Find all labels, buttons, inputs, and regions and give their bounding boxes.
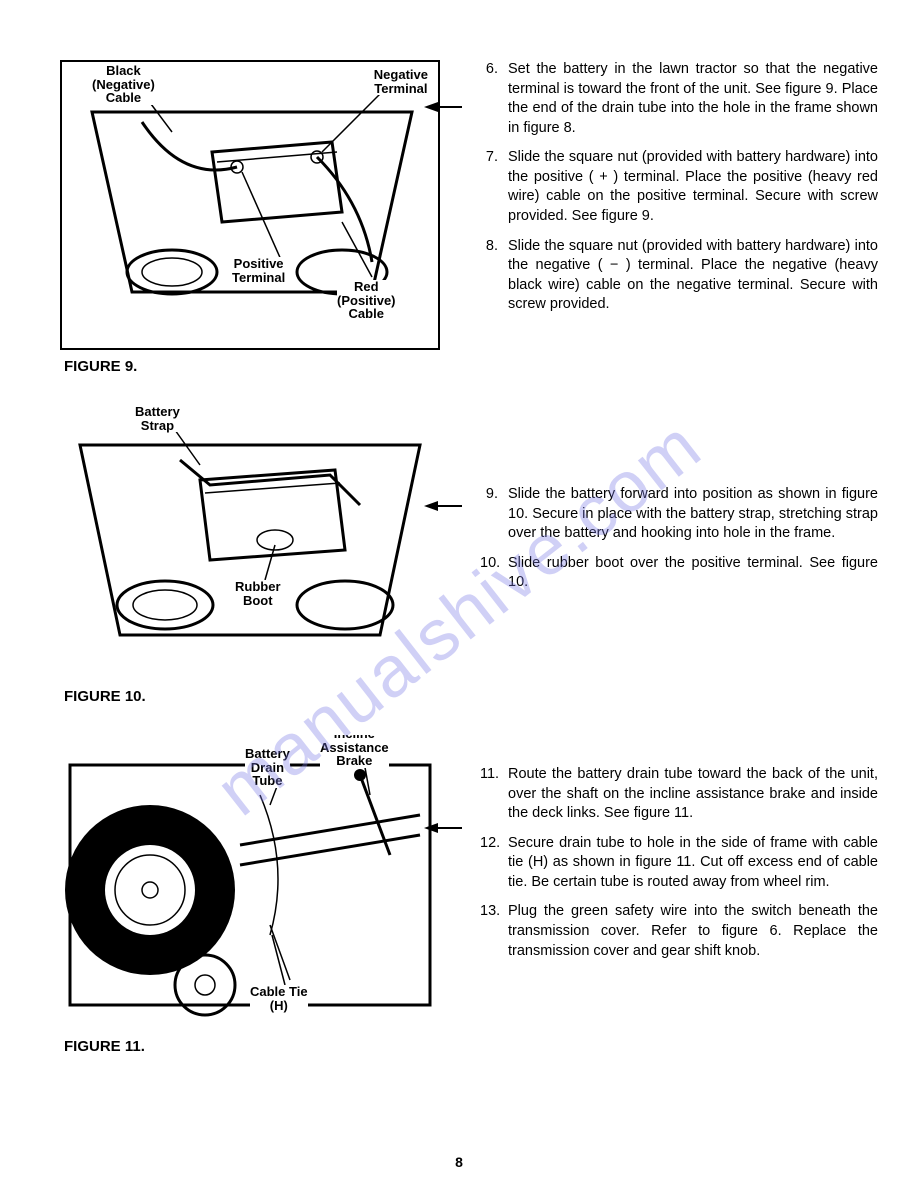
figure-11-label: FIGURE 11. (64, 1038, 460, 1055)
step-11-text: Route the battery drain tube toward the … (508, 765, 878, 824)
callout-red-cable: Red(Positive)Cable (337, 280, 396, 321)
step-9-num: 9. (480, 485, 508, 544)
step-13-num: 13. (480, 902, 508, 961)
steps-11-13: 11. Route the battery drain tube toward … (460, 735, 878, 971)
step-6: 6. Set the battery in the lawn tractor s… (480, 60, 878, 138)
step-10-num: 10. (480, 554, 508, 593)
step-7-text: Slide the square nut (provided with batt… (508, 148, 878, 226)
arrow-fig11-line (436, 827, 462, 829)
row-2: BatteryStrap RubberBoot FIGURE 10. 9. Sl… (60, 405, 878, 705)
callout-battery-drain-tube: BatteryDrainTube (245, 747, 290, 788)
figure-9-label: FIGURE 9. (64, 358, 460, 375)
step-8-num: 8. (480, 237, 508, 315)
figure-9-illustration: Black(Negative)Cable NegativeTerminal Po… (60, 60, 440, 350)
figure-10-label: FIGURE 10. (64, 688, 460, 705)
step-13-text: Plug the green safety wire into the swit… (508, 902, 878, 961)
callout-cable-tie: Cable Tie(H) (250, 985, 308, 1012)
steps-9-10: 9. Slide the battery forward into positi… (460, 405, 878, 603)
callout-rubber-boot: RubberBoot (235, 580, 281, 607)
step-8: 8. Slide the square nut (provided with b… (480, 237, 878, 315)
step-6-num: 6. (480, 60, 508, 138)
steps-6-8: 6. Set the battery in the lawn tractor s… (460, 60, 878, 325)
step-8-text: Slide the square nut (provided with batt… (508, 237, 878, 315)
callout-positive-terminal: PositiveTerminal (232, 257, 285, 284)
callout-black-cable: Black(Negative)Cable (92, 64, 155, 105)
arrow-fig10-line (436, 505, 462, 507)
figure-10-column: BatteryStrap RubberBoot FIGURE 10. (60, 405, 460, 705)
figure-11-column: InclineAssistanceBrake BatteryDrainTube … (60, 735, 460, 1055)
step-12-text: Secure drain tube to hole in the side of… (508, 834, 878, 893)
step-10-text: Slide rubber boot over the positive term… (508, 554, 878, 593)
step-7-num: 7. (480, 148, 508, 226)
step-10: 10. Slide rubber boot over the positive … (480, 554, 878, 593)
step-9: 9. Slide the battery forward into positi… (480, 485, 878, 544)
page-container: Black(Negative)Cable NegativeTerminal Po… (0, 0, 918, 1188)
figure-10-svg (60, 405, 440, 680)
callout-negative-terminal: NegativeTerminal (374, 68, 428, 95)
page-number: 8 (455, 1154, 463, 1170)
figure-11-illustration: InclineAssistanceBrake BatteryDrainTube … (60, 735, 440, 1030)
arrow-fig9-line (436, 106, 462, 108)
step-13: 13. Plug the green safety wire into the … (480, 902, 878, 961)
row-3: InclineAssistanceBrake BatteryDrainTube … (60, 735, 878, 1055)
figure-9-column: Black(Negative)Cable NegativeTerminal Po… (60, 60, 460, 375)
step-11-num: 11. (480, 765, 508, 824)
figure-10-illustration: BatteryStrap RubberBoot (60, 405, 440, 680)
step-7: 7. Slide the square nut (provided with b… (480, 148, 878, 226)
callout-battery-strap: BatteryStrap (135, 405, 180, 432)
step-12-num: 12. (480, 834, 508, 893)
step-9-text: Slide the battery forward into position … (508, 485, 878, 544)
callout-incline-brake: InclineAssistanceBrake (320, 735, 389, 768)
row-1: Black(Negative)Cable NegativeTerminal Po… (60, 60, 878, 375)
step-6-text: Set the battery in the lawn tractor so t… (508, 60, 878, 138)
step-11: 11. Route the battery drain tube toward … (480, 765, 878, 824)
step-12: 12. Secure drain tube to hole in the sid… (480, 834, 878, 893)
